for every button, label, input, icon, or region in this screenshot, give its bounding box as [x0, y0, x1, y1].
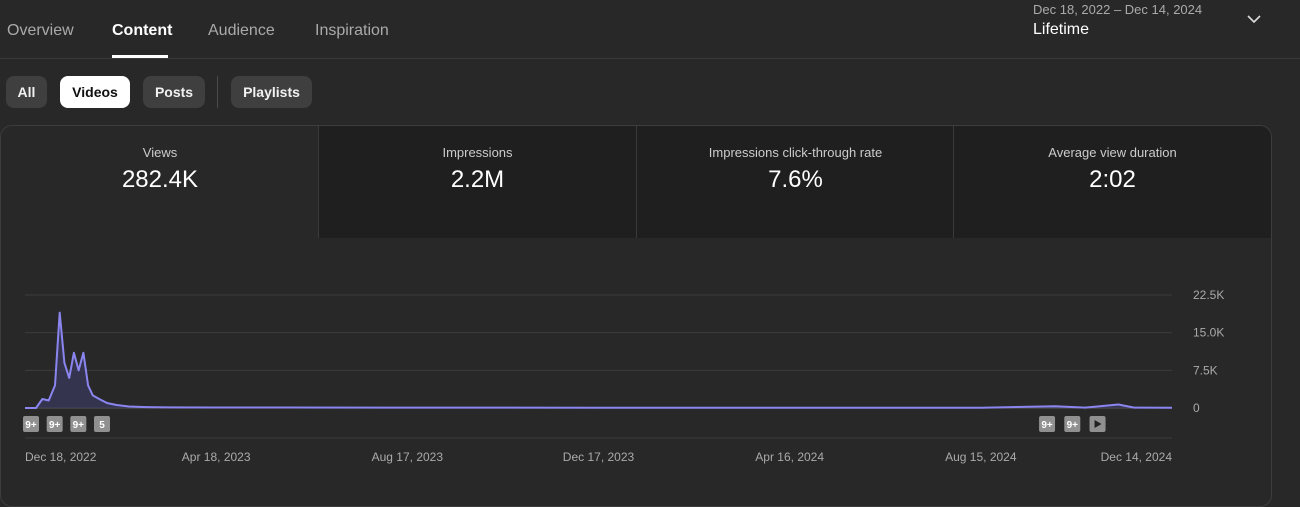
- tab-overview[interactable]: Overview: [7, 22, 74, 39]
- marker-count: 9+: [49, 420, 61, 431]
- metric-avg-view-duration-value: 2:02: [1089, 166, 1136, 193]
- x-tick-label: Aug 17, 2023: [372, 450, 444, 464]
- y-tick-label: 7.5K: [1193, 363, 1218, 377]
- metric-ctr-label: Impressions click-through rate: [708, 145, 883, 160]
- views-line: [25, 311, 1173, 409]
- video-count-marker[interactable]: 9+: [1064, 416, 1081, 432]
- marker-count: 5: [99, 420, 105, 431]
- video-count-marker[interactable]: 9+: [23, 416, 39, 432]
- metric-avg-view-duration[interactable]: Average view duration 2:02: [954, 126, 1271, 238]
- chip-playlists[interactable]: Playlists: [231, 76, 312, 108]
- marker-badge: [1064, 416, 1081, 432]
- content-markers: 9+ 9+ 9+ 5 9+ 9+: [23, 416, 1106, 432]
- analytics-tab-bar: Overview Content Audience Inspiration: [0, 0, 1300, 59]
- y-tick-label: 0: [1193, 401, 1200, 415]
- chevron-down-icon: [1247, 15, 1261, 24]
- x-tick-label: Dec 18, 2022: [25, 450, 97, 464]
- metric-views-value: 282.4K: [121, 166, 199, 193]
- date-range-picker[interactable]: Dec 18, 2022 – Dec 14, 2024 Lifetime: [1033, 2, 1273, 48]
- metric-impressions-label: Impressions: [442, 145, 513, 160]
- views-area: [25, 312, 1172, 408]
- tab-content[interactable]: Content: [112, 22, 173, 39]
- marker-count: 9+: [73, 420, 85, 431]
- y-tick-label: 15.0K: [1193, 326, 1224, 340]
- y-axis: 0 7.5K 15.0K 22.5K: [1193, 288, 1224, 415]
- metric-separator: [636, 126, 637, 238]
- marker-count: 9+: [1067, 420, 1079, 431]
- metric-ctr[interactable]: Impressions click-through rate 7.6%: [637, 126, 954, 238]
- marker-badge: [46, 416, 63, 432]
- video-count-marker[interactable]: 9+: [46, 416, 63, 432]
- metric-separator: [953, 126, 954, 238]
- chart-grid: [25, 294, 1172, 439]
- x-tick-label: Apr 16, 2024: [755, 450, 824, 464]
- marker-badge: [23, 416, 39, 432]
- chart-series: [25, 311, 1173, 409]
- chip-all[interactable]: All: [6, 76, 47, 108]
- tab-audience[interactable]: Audience: [208, 22, 275, 39]
- video-count-marker[interactable]: 9+: [1039, 416, 1056, 432]
- y-tick-label: 22.5K: [1193, 288, 1224, 302]
- date-range-label: Lifetime: [1033, 21, 1090, 38]
- metric-views[interactable]: Views 282.4K: [1, 126, 319, 238]
- x-tick-label: Dec 14, 2024: [1101, 450, 1173, 464]
- active-tab-indicator: [112, 55, 168, 58]
- marker-count: 9+: [25, 420, 37, 431]
- metric-separator: [318, 126, 319, 238]
- metrics-card: Views 282.4K Impressions 2.2M Impression…: [0, 125, 1272, 507]
- metric-avg-view-duration-label: Average view duration: [1048, 145, 1177, 160]
- marker-badge: [70, 416, 87, 432]
- date-range-dates: Dec 18, 2022 – Dec 14, 2024: [1033, 2, 1203, 17]
- video-count-marker[interactable]: 9+: [70, 416, 87, 432]
- marker-badge: [93, 416, 110, 432]
- metric-ctr-value: 7.6%: [768, 166, 823, 193]
- play-icon: [1094, 420, 1102, 428]
- chip-posts[interactable]: Posts: [143, 76, 205, 108]
- marker-count: 9+: [1041, 420, 1053, 431]
- x-axis: Dec 18, 2022 Apr 18, 2023 Aug 17, 2023 Dec …: [25, 450, 1172, 464]
- chip-videos[interactable]: Videos: [60, 76, 130, 108]
- marker-badge: [1039, 416, 1056, 432]
- metric-impressions[interactable]: Impressions 2.2M: [319, 126, 636, 238]
- x-tick-label: Apr 18, 2023: [182, 450, 251, 464]
- video-marker-play[interactable]: [1089, 416, 1106, 432]
- video-count-marker[interactable]: 5: [93, 416, 110, 432]
- metric-impressions-value: 2.2M: [450, 166, 505, 193]
- tab-inspiration[interactable]: Inspiration: [315, 22, 389, 39]
- metric-views-label: Views: [142, 145, 178, 160]
- views-chart: 0 7.5K 15.0K 22.5K Dec 18, 2022 Apr 18, 2023…: [23, 288, 1224, 464]
- x-tick-label: Aug 15, 2024: [945, 450, 1017, 464]
- chip-divider: [217, 76, 218, 108]
- x-tick-label: Dec 17, 2023: [563, 450, 635, 464]
